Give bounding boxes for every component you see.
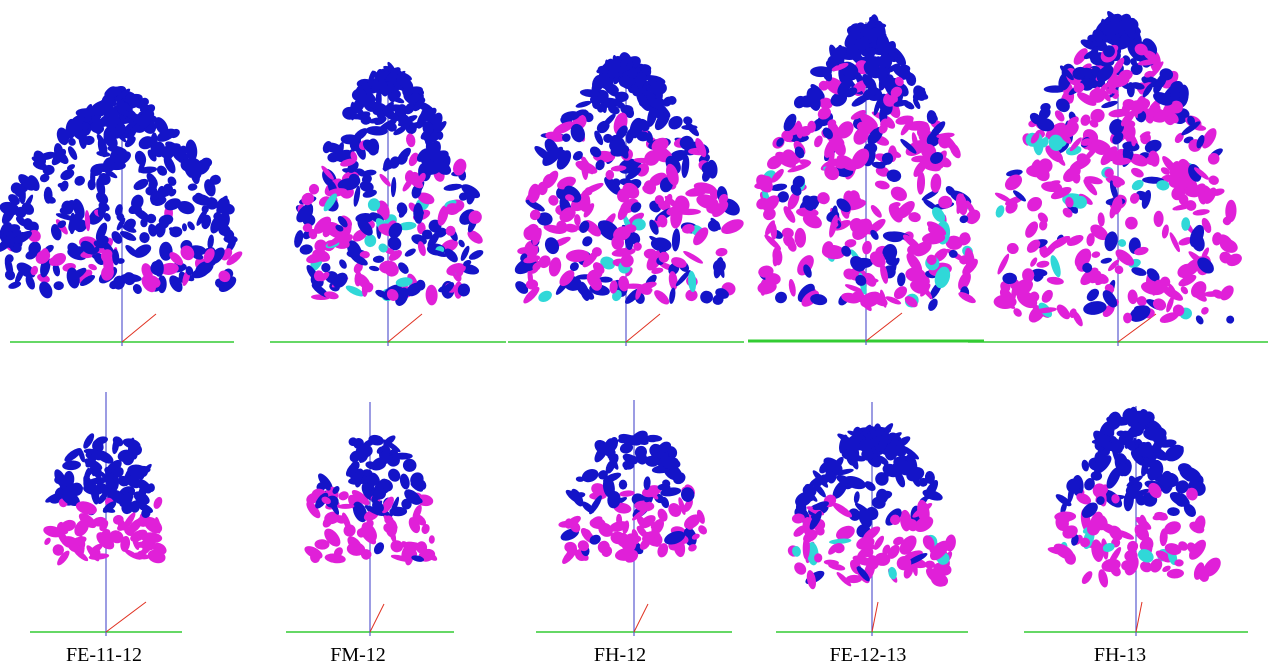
top-row-plant-models: [0, 11, 1268, 346]
plant-model-top-fe-11-12: [0, 85, 243, 346]
plant-model-top-fm-12: [270, 61, 506, 346]
caption-fh-13: FH-13: [1093, 644, 1147, 666]
plant-model-bottom-fm-12: [286, 402, 454, 636]
plant-model-top-fh-13: [968, 11, 1268, 346]
plant-model-bottom-fe-12-13: [776, 402, 968, 636]
caption-fe-11-12: FE-11-12: [66, 644, 142, 666]
plant-model-top-fh-12: [508, 52, 744, 346]
caption-fe-12-13: FE-12-13: [829, 644, 907, 666]
plant-model-bottom-fh-13: [1024, 406, 1248, 636]
caption-fm-12: FM-12: [330, 644, 386, 666]
plant-model-top-fe-12-13: [748, 14, 984, 345]
bottom-row-plant-models: [30, 392, 1248, 636]
plant-model-bottom-fe-11-12: [30, 392, 182, 636]
plant-model-bottom-fh-12: [536, 400, 732, 636]
caption-fh-12: FH-12: [593, 644, 647, 666]
